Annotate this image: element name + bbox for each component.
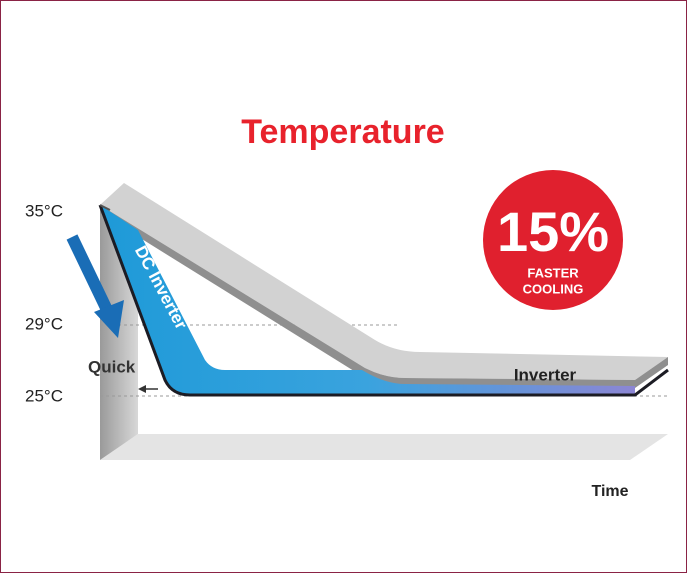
cooling-arrow <box>66 234 114 315</box>
y-label: 29°C <box>25 314 63 333</box>
title: Temperature <box>241 113 444 151</box>
inverter-label: Inverter <box>514 365 577 384</box>
badge-value: 15% <box>497 200 609 263</box>
quick-label: Quick <box>88 357 136 376</box>
quick-arrowhead <box>138 385 146 393</box>
x-label: Time <box>591 483 628 500</box>
badge-line2: COOLING <box>523 281 584 296</box>
badge-line1: FASTER <box>527 265 579 280</box>
y-label: 25°C <box>25 386 63 405</box>
y-label: 35°C <box>25 201 63 220</box>
inverter-band-top <box>100 183 668 380</box>
tick <box>99 204 111 211</box>
cooling-arrowhead <box>94 300 124 338</box>
badge <box>483 170 623 310</box>
dc-inverter-line <box>98 204 669 397</box>
floor <box>100 434 668 460</box>
